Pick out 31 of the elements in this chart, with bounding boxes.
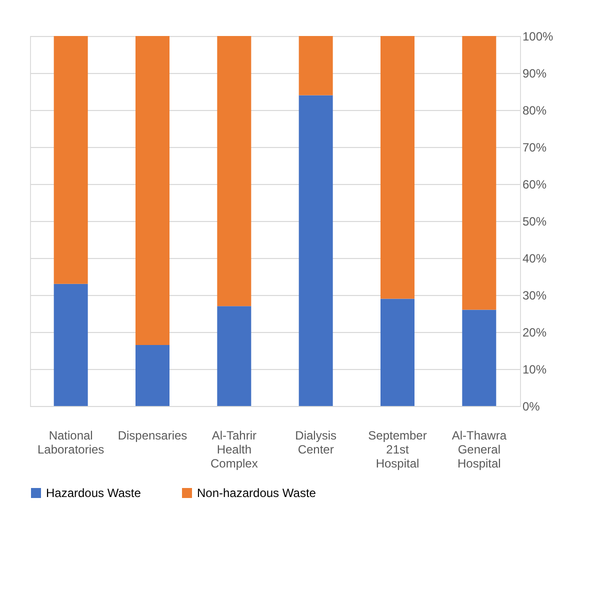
y-tick-label: 80% xyxy=(522,104,547,118)
y-tick-label: 100% xyxy=(522,30,554,44)
y-tick-label: 70% xyxy=(522,140,547,154)
y-tick-label: 20% xyxy=(522,326,547,340)
x-tick-label: National Laboratories xyxy=(37,428,104,456)
y-tick-label: 0% xyxy=(522,400,540,414)
y-tick-label: 90% xyxy=(522,66,547,80)
bar xyxy=(54,284,88,406)
x-tick-label: Al-Tahrir Health Complex xyxy=(210,428,258,470)
bar xyxy=(462,310,496,406)
y-tick-label: 10% xyxy=(522,362,547,376)
bar xyxy=(380,298,414,406)
x-tick-label: Dialysis Center xyxy=(295,428,337,456)
bar xyxy=(136,344,170,406)
x-tick-label: Al-Thawra General Hospital xyxy=(452,428,507,470)
bar xyxy=(462,36,496,310)
bar xyxy=(298,36,333,96)
bar xyxy=(217,36,252,306)
x-tick-label: September 21st Hospital xyxy=(368,428,427,470)
y-tick-label: 40% xyxy=(522,252,547,266)
bar xyxy=(380,36,414,299)
y-tick-label: 60% xyxy=(522,178,547,192)
bar xyxy=(298,95,333,406)
x-tick-label: Dispensaries xyxy=(118,428,188,442)
y-tick-label: 50% xyxy=(522,214,547,228)
y-tick-label: 30% xyxy=(522,288,547,302)
bar xyxy=(136,36,170,345)
legend-label: Hazardous Waste xyxy=(46,486,142,500)
bar xyxy=(217,306,252,406)
bar xyxy=(54,36,88,284)
legend-label: Non-hazardous Waste xyxy=(197,486,316,500)
